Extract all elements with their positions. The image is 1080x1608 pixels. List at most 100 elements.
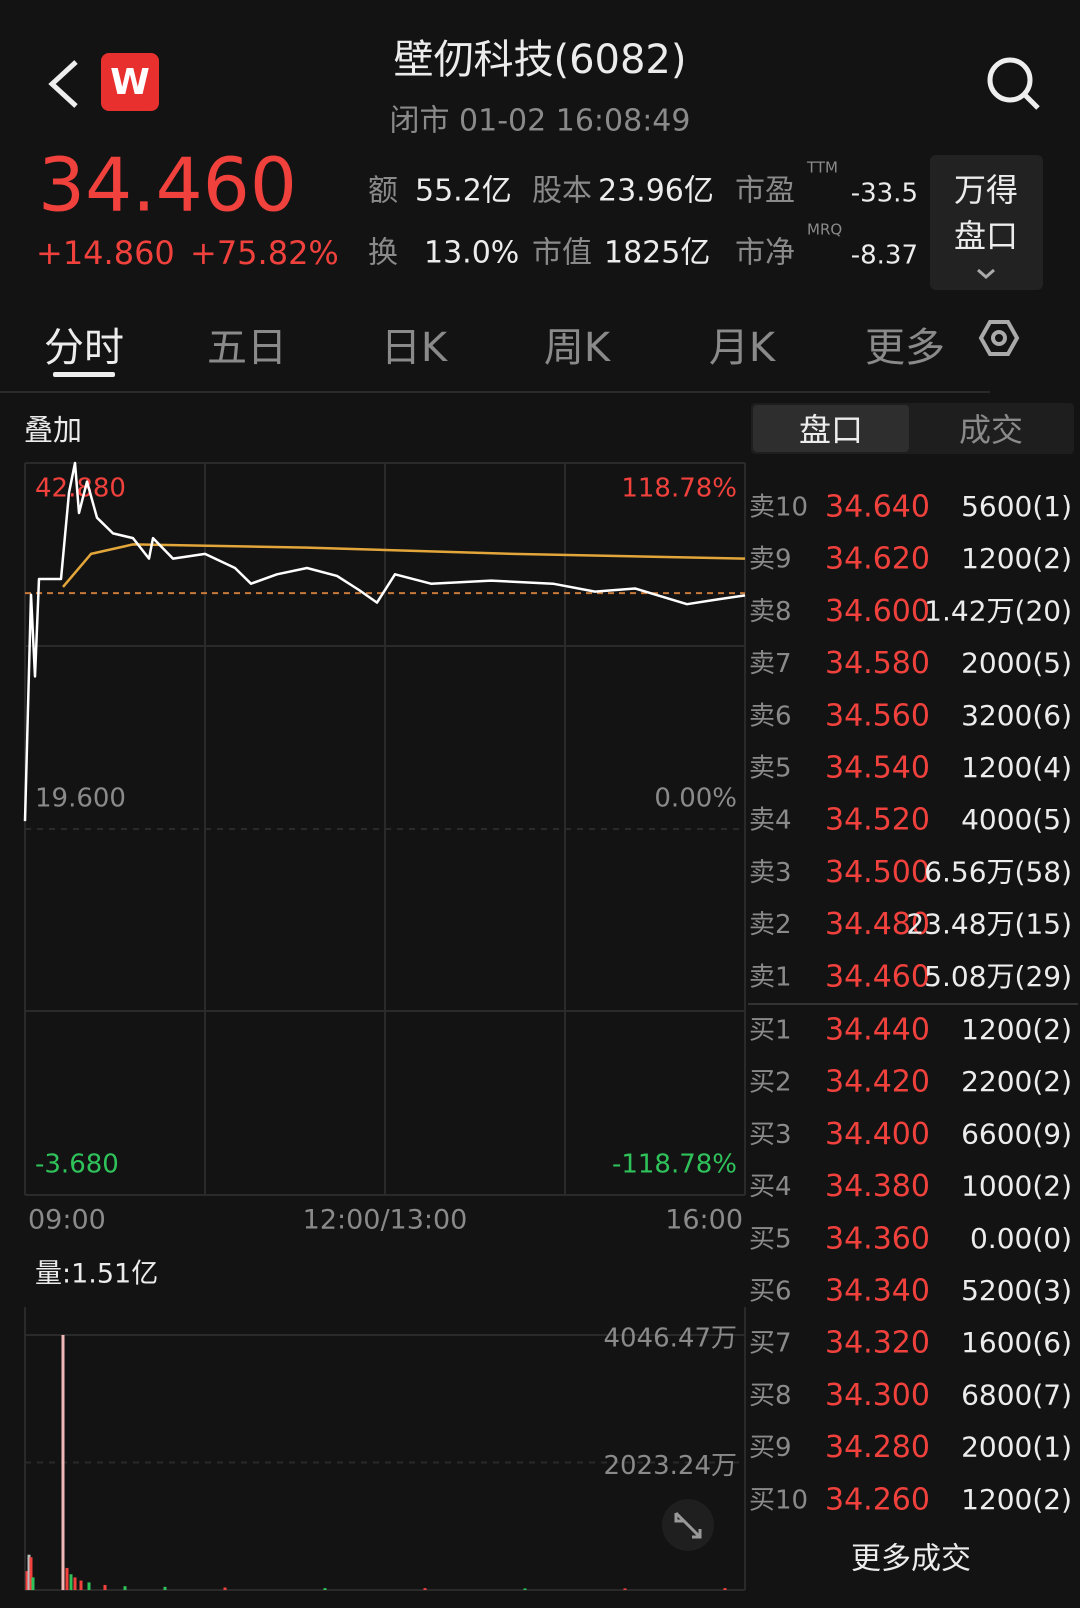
wind-button-text: 万得 [954,171,1018,209]
book-level: 卖4 [749,806,792,836]
y2-tick-label: 0.00% [654,784,737,814]
settings-icon[interactable] [978,320,1020,356]
book-price: 34.480 [825,907,930,942]
book-price: 34.380 [825,1169,930,1204]
tab[interactable]: 月K [709,325,777,371]
volume-bar [323,1588,327,1590]
logo [101,53,159,111]
stat-value: 23.96亿 [598,174,714,209]
book-volume: 4000(5) [961,803,1072,836]
volume-bar [69,1574,73,1590]
book-level: 买10 [749,1485,808,1515]
book-volume: 23.48万(15) [906,908,1072,941]
book-volume: 6.56万(58) [924,855,1072,888]
volume-bar [223,1587,227,1590]
book-price: 34.520 [825,803,930,838]
book-level: 卖9 [749,545,792,575]
volume-bar [163,1586,167,1590]
book-tab[interactable]: 盘口 [799,411,863,449]
stat-label: 市净 [735,236,795,271]
book-volume: 1200(4) [961,751,1072,784]
change: +14.860 [36,234,175,272]
overlay-label[interactable]: 叠加 [24,413,82,447]
stat-label: 市盈 [735,174,795,209]
volume-bar [123,1586,127,1590]
book-level: 卖3 [749,858,792,888]
book-level: 卖2 [749,910,792,940]
book-level: 买2 [749,1068,792,1098]
volume-bar [103,1584,107,1590]
book-volume: 1.42万(20) [924,594,1072,627]
stat-value: 1825亿 [604,236,710,271]
y-tick-label: 4046.47万 [603,1324,737,1354]
volume-bar [73,1577,77,1590]
book-volume: 0.00(0) [970,1222,1072,1255]
book-level: 买8 [749,1381,792,1411]
y-tick-label: 42.880 [35,474,126,504]
book-price: 34.560 [825,698,930,733]
book-tab-active [753,405,909,452]
wind-button[interactable] [930,155,1043,290]
stat-label: 市值 [532,236,592,271]
market-status: 闭市 01-02 16:08:49 [390,104,691,139]
book-price: 34.340 [825,1274,930,1309]
book-level: 买5 [749,1224,792,1254]
x-tick-label: 09:00 [28,1205,106,1236]
book-price: 34.600 [825,594,930,629]
stat-label: 换 [368,236,398,271]
price-line [62,543,746,588]
book-price: 34.540 [825,751,930,786]
book-price: 34.300 [825,1378,930,1413]
tab[interactable]: 周K [544,325,612,371]
volume-bar [65,1567,69,1590]
book-level: 买6 [749,1277,792,1307]
book-tab[interactable]: 成交 [959,411,1023,449]
logo-text: W [110,62,150,103]
tab[interactable]: 更多 [865,325,945,371]
stat-value: -8.37 [851,241,918,271]
book-level: 买1 [749,1016,792,1046]
stat-label: 额 [368,174,398,209]
price: 34.460 [38,143,297,229]
volume-bar [79,1580,83,1590]
y2-tick-label: 118.78% [621,474,737,504]
book-volume: 2200(2) [961,1065,1072,1098]
book-price: 34.280 [825,1430,930,1465]
chevron [977,268,995,279]
book-volume: 1200(2) [961,1013,1072,1046]
book-price: 34.360 [825,1221,930,1256]
y-tick-label: 19.600 [35,784,126,814]
expand-button[interactable] [662,1499,714,1551]
book-price: 34.500 [825,855,930,890]
book-price: 34.620 [825,542,930,577]
tab[interactable]: 分时 [44,325,124,371]
book-level: 买7 [749,1329,792,1359]
book-level: 卖10 [749,493,808,523]
volume-bar [31,1577,35,1590]
more-trades[interactable]: 更多成交 [851,1542,971,1577]
book-price: 34.420 [825,1065,930,1100]
price-line [23,461,746,822]
book-level: 卖8 [749,597,792,627]
stat-superscript: MRQ [807,221,842,239]
x-tick-label: 16:00 [665,1205,743,1236]
tab-underline [53,372,115,377]
stat-value: -33.5 [851,179,918,209]
volume-bar [623,1588,627,1590]
book-volume: 5200(3) [961,1274,1072,1307]
book-volume: 3200(6) [961,699,1072,732]
book-price: 34.580 [825,646,930,681]
tab[interactable]: 五日 [207,325,287,371]
tab[interactable]: 日K [381,325,449,371]
book-level: 买3 [749,1120,792,1150]
book-price: 34.440 [825,1013,930,1048]
book-price: 34.400 [825,1117,930,1152]
volume-bar [87,1582,91,1590]
x-tick-label: 12:00/13:00 [303,1205,468,1236]
back-button[interactable] [48,60,78,108]
search-button[interactable] [987,57,1040,110]
y2-tick-label: -118.78% [612,1150,737,1180]
volume-bar [423,1588,427,1590]
